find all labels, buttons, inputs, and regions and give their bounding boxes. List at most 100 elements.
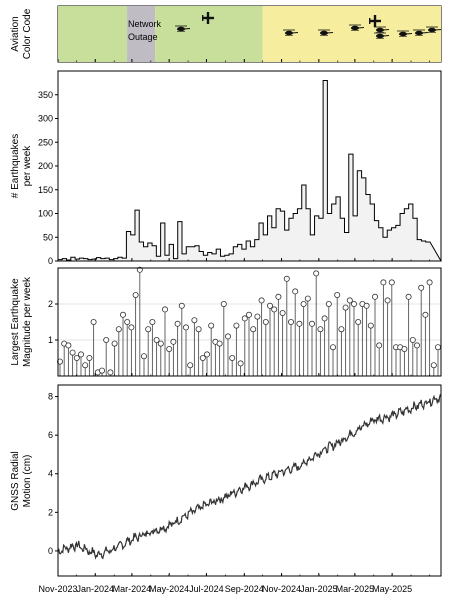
y-tick-label: 300 (38, 114, 53, 124)
magnitude-point (187, 362, 194, 369)
magnitude-point (220, 300, 227, 307)
y-tick-label: 4 (48, 469, 53, 479)
magnitude-point (99, 367, 106, 374)
magnitude-point (233, 322, 240, 329)
magnitude-point (287, 318, 294, 325)
magnitude-point (120, 311, 127, 318)
magnitude-point (254, 313, 261, 320)
magnitude-point (355, 318, 362, 325)
magnitude-point (338, 326, 345, 333)
aviation-ylabel-line2: Color Code (22, 8, 33, 59)
magnitude-point (65, 342, 72, 349)
x-tick-label: Jan-2025 (300, 584, 338, 594)
magnitude-panel: 1 2 Largest Earthquake Magnitude per week (10, 266, 442, 377)
color-code-period-grey (127, 6, 156, 62)
magnitude-point (262, 318, 269, 325)
x-tick-label: May-2024 (149, 584, 189, 594)
magnitude-point (418, 284, 425, 291)
y-tick-label: 100 (38, 209, 53, 219)
x-tick-label: Jan-2024 (76, 584, 114, 594)
y-tick-label: 2 (48, 507, 53, 517)
airplane-icon (369, 15, 381, 27)
magnitude-point (57, 358, 64, 365)
magnitude-point (325, 300, 332, 307)
magnitude-point (174, 320, 181, 327)
magnitude-point (90, 318, 97, 325)
magnitude-point (363, 302, 370, 309)
magnitude-point (329, 344, 336, 351)
helicopter-icon (413, 29, 429, 36)
earthquake-count-panel: 0 50 100 150 200 250 300 350 # Earthquakes per … (10, 70, 442, 266)
magnitude-point (161, 306, 168, 313)
magnitude-point (388, 279, 395, 286)
magnitude-point (250, 326, 257, 333)
gnss-frame (57, 384, 442, 577)
magnitude-point (86, 354, 93, 361)
magnitude-point (69, 349, 76, 356)
magnitude-point (317, 326, 324, 333)
magnitude-point (350, 300, 357, 307)
helicopter-icon (397, 30, 413, 37)
magnitude-point (346, 297, 353, 304)
y-tick-label: 1 (48, 335, 53, 345)
y-tick-label: 8 (48, 392, 53, 402)
y-tick-label: 150 (38, 185, 53, 195)
magnitude-point (224, 333, 231, 340)
earthquake-count-axis: 0 50 100 150 200 250 300 350 (38, 90, 58, 266)
magnitude-point (128, 324, 135, 331)
magnitude-point (166, 345, 173, 352)
magnitude-point (182, 324, 189, 331)
magnitude-point (426, 279, 433, 286)
gnss-axis: 0 2 4 6 8 (48, 392, 58, 556)
magnitude-point (334, 291, 341, 298)
magnitude-point (191, 317, 198, 324)
aviation-ylabel-line1: Aviation (10, 16, 21, 51)
magnitude-point (203, 351, 210, 358)
x-tick-label: Jul-2024 (189, 584, 224, 594)
magnitude-ylabel-line1: Largest Earthquake (10, 278, 21, 366)
magnitude-point (245, 311, 252, 318)
magnitude-point (132, 291, 139, 298)
magnitude-point (115, 326, 122, 333)
y-tick-label: 2 (48, 299, 53, 309)
magnitude-point (413, 342, 420, 349)
earthquake-count-histogram (57, 80, 442, 262)
magnitude-point (384, 297, 391, 304)
magnitude-point (241, 315, 248, 322)
aviation-panel: Network Outage Aviation Color Code (10, 5, 442, 63)
magnitude-point (401, 345, 408, 352)
magnitude-point (313, 270, 320, 277)
x-tick-label: Nov-2023 (38, 584, 77, 594)
outage-label-line2: Outage (128, 32, 158, 42)
helicopter-icon (283, 29, 299, 36)
magnitude-point (304, 295, 311, 302)
magnitude-point (434, 344, 441, 351)
magnitude-point (157, 340, 164, 347)
magnitude-point (283, 275, 290, 282)
color-code-period-green (58, 6, 128, 62)
magnitude-point (195, 326, 202, 333)
x-tick-label: May-2025 (372, 584, 412, 594)
magnitude-point (216, 340, 223, 347)
magnitude-point (409, 336, 416, 343)
magnitude-point (266, 302, 273, 309)
helicopter-icon (175, 25, 191, 32)
magnitude-point (229, 354, 236, 361)
helicopter-icon (374, 26, 390, 33)
magnitude-point (422, 311, 429, 318)
magnitude-frame (57, 267, 442, 377)
aviation-color-bands (58, 6, 441, 62)
earthquake-count-frame (57, 70, 442, 262)
magnitude-point (405, 293, 412, 300)
magnitude-point (430, 362, 437, 369)
magnitude-point (271, 306, 278, 313)
x-tick-label: Mar-2025 (336, 584, 375, 594)
count-ylabel-line1: # Earthquakes (10, 134, 21, 199)
magnitude-point (308, 320, 315, 327)
gnss-ylabel-line1: GNSS Radial (10, 451, 21, 510)
magnitude-point (78, 351, 85, 358)
count-ylabel-line2: per week (22, 145, 33, 187)
